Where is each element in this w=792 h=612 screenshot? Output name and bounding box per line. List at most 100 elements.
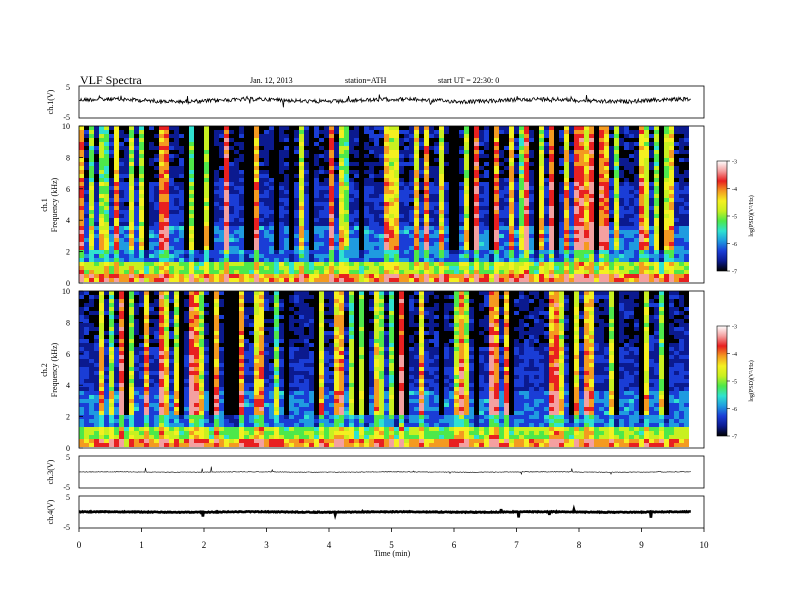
spectrogram-cell	[184, 295, 189, 299]
spectrogram-cell	[419, 142, 424, 146]
spectrogram-cell	[259, 206, 264, 210]
spectrogram-cell	[424, 258, 429, 262]
spectrogram-cell	[99, 126, 104, 130]
spectrogram-cell	[199, 190, 204, 194]
spectrogram-cell	[424, 218, 429, 222]
spectrogram-cell	[84, 230, 89, 234]
spectrogram-cell	[434, 206, 439, 210]
spectrogram-cell	[289, 270, 294, 274]
spectrogram-cell	[349, 222, 354, 226]
spectrogram-cell	[384, 126, 389, 130]
spectrogram-cell	[109, 262, 114, 266]
spectrogram-cell	[459, 230, 464, 234]
spectrogram-cell	[354, 158, 359, 162]
spectrogram-cell	[424, 234, 429, 238]
spectrogram-cell	[264, 246, 269, 250]
spectrogram-cell	[314, 134, 319, 138]
spectrogram-cell	[584, 178, 589, 182]
spectrogram-cell	[394, 182, 399, 186]
spectrogram-cell	[449, 166, 454, 170]
spectrogram-cell	[424, 134, 429, 138]
spectrogram-cell	[124, 222, 129, 226]
spectrogram-cell	[404, 278, 409, 282]
spectrogram-cell	[629, 226, 634, 230]
spectrogram-cell	[314, 250, 319, 254]
spectrogram-cell	[294, 278, 299, 282]
spectrogram-cell	[314, 278, 319, 282]
spectrogram-cell	[429, 198, 434, 202]
spectrogram-cell	[194, 242, 199, 246]
spectrogram-cell	[304, 258, 309, 262]
spectrogram-cell	[319, 214, 324, 218]
spectrogram-cell	[394, 214, 399, 218]
spectrogram-cell	[134, 174, 139, 178]
spectrogram-cell	[649, 162, 654, 166]
spectrogram-cell	[434, 234, 439, 238]
spectrogram-cell	[659, 258, 664, 262]
spectrogram-cell	[319, 198, 324, 202]
spectrogram-cell	[419, 274, 424, 278]
spectrogram-cell	[369, 218, 374, 222]
spectrogram-cell	[209, 295, 214, 299]
spectrogram-cell	[384, 210, 389, 214]
spectrogram-cell	[99, 198, 104, 202]
spectrogram-cell	[259, 150, 264, 154]
spectrogram-cell	[474, 174, 479, 178]
spectrogram-cell	[504, 250, 509, 254]
spectrogram-cell	[344, 194, 349, 198]
spectrogram-cell	[419, 238, 424, 242]
spectrogram-cell	[409, 226, 414, 230]
spectrogram-cell	[434, 166, 439, 170]
spectrogram-cell	[559, 242, 564, 246]
spectrogram-cell	[184, 170, 189, 174]
spectrogram-cell	[624, 174, 629, 178]
spectrogram-cell	[684, 238, 689, 242]
spectrogram-cell	[294, 274, 299, 278]
spectrogram-cell	[284, 234, 289, 238]
spectrogram-cell	[389, 198, 394, 202]
spectrogram-cell	[99, 222, 104, 226]
spectrogram-cell	[424, 291, 429, 295]
spectrogram-cell	[499, 166, 504, 170]
spectrogram-cell	[654, 138, 659, 142]
spectrogram-cell	[364, 238, 369, 242]
spectrogram-cell	[354, 291, 359, 295]
spectrogram-cell	[239, 222, 244, 226]
spectrogram-cell	[599, 210, 604, 214]
spectrogram-cell	[119, 278, 124, 282]
spectrogram-cell	[109, 226, 114, 230]
spectrogram-cell	[99, 190, 104, 194]
spectrogram-cell	[624, 138, 629, 142]
spectrogram-cell	[579, 262, 584, 266]
spectrogram-cell	[254, 154, 259, 158]
spectrogram-cell	[219, 278, 224, 282]
spectrogram-cell	[244, 150, 249, 154]
spectrogram-cell	[554, 174, 559, 178]
spectrogram-cell	[324, 295, 329, 299]
spectrogram-cell	[124, 186, 129, 190]
spectrogram-cell	[224, 246, 229, 250]
spectrogram-cell	[99, 266, 104, 270]
spectrogram-cell	[354, 174, 359, 178]
spectrogram-cell	[509, 154, 514, 158]
spectrogram-cell	[239, 130, 244, 134]
spectrogram-cell	[124, 206, 129, 210]
spectrogram-cell	[564, 258, 569, 262]
spectrogram-cell	[364, 250, 369, 254]
spectrogram-cell	[149, 246, 154, 250]
spectrogram-cell	[149, 262, 154, 266]
spectrogram-cell	[84, 246, 89, 250]
spectrogram-cell	[329, 234, 334, 238]
spectrogram-cell	[79, 126, 84, 130]
spectrogram-cell	[594, 242, 599, 246]
spectrogram-cell	[674, 266, 679, 270]
spectrogram-cell	[359, 202, 364, 206]
spectrogram-cell	[309, 134, 314, 138]
spectrogram-cell	[144, 138, 149, 142]
spectrogram-cell	[184, 234, 189, 238]
spectrogram-cell	[129, 246, 134, 250]
spectrogram-cell	[379, 278, 384, 282]
spectrogram-cell	[344, 234, 349, 238]
spectrogram-cell	[259, 130, 264, 134]
spectrogram-cell	[189, 226, 194, 230]
